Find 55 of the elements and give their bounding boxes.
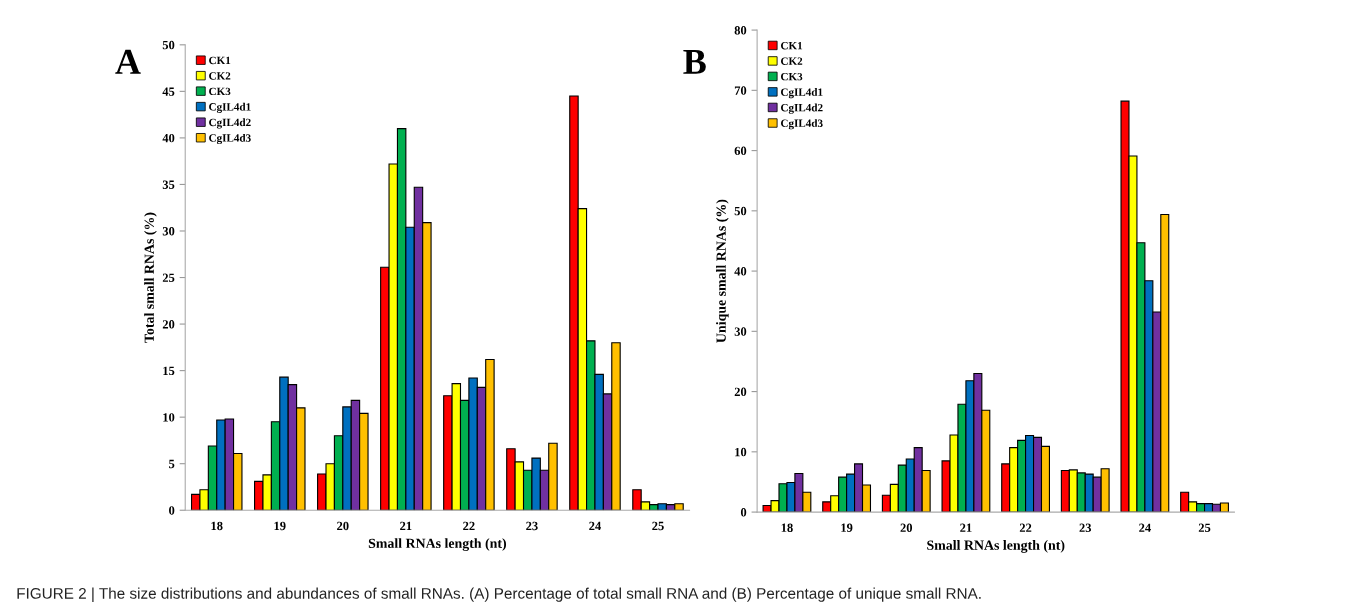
legend-label: CgIL4d3 xyxy=(781,119,823,130)
y-tick-label: 0 xyxy=(169,506,175,515)
legend-label: CK3 xyxy=(209,87,231,96)
x-tick-label: 24 xyxy=(1139,523,1151,532)
annotation: B xyxy=(683,50,706,74)
y-tick-label: 25 xyxy=(162,273,175,282)
y-axis-title: Unique small RNAs (%) xyxy=(716,199,729,343)
y-tick-label: 40 xyxy=(734,267,747,276)
legend-label: CK1 xyxy=(209,56,231,65)
y-tick-label: 20 xyxy=(734,387,747,397)
x-tick-label: 23 xyxy=(1079,523,1092,532)
x-tick-label: 21 xyxy=(400,521,412,531)
x-tick-label: 23 xyxy=(526,521,538,531)
text: A xyxy=(115,49,141,74)
x-tick-label: 25 xyxy=(1198,523,1211,532)
x-tick-label: 20 xyxy=(900,523,913,532)
x-tick-label: 18 xyxy=(211,521,223,531)
legend-label: CgIL4d2 xyxy=(781,103,823,114)
legend-label: CK1 xyxy=(781,41,803,50)
y-tick-label: 0 xyxy=(740,508,747,517)
legend-label: CK3 xyxy=(781,72,803,81)
x-tick-label: 25 xyxy=(652,521,664,531)
y-tick-label: 45 xyxy=(162,87,175,96)
y-tick-label: 35 xyxy=(162,180,175,189)
x-tick-label: 21 xyxy=(960,523,972,532)
y-axis-title: Total small RNAs (%) xyxy=(144,212,157,343)
legend-label: CgIL4d3 xyxy=(209,133,251,145)
x-axis-title: Small RNAs length (nt) xyxy=(927,540,1065,553)
y-tick-label: 80 xyxy=(734,26,747,35)
y-tick-label: 40 xyxy=(162,133,175,143)
x-tick-label: 20 xyxy=(337,521,349,531)
y-tick-label: 20 xyxy=(162,320,175,329)
x-tick-label: 22 xyxy=(463,521,475,531)
legend-label: CgIL4d1 xyxy=(209,102,251,113)
x-tick-label: 24 xyxy=(589,521,601,531)
x-tick-label: 19 xyxy=(274,521,286,531)
y-tick-label: 60 xyxy=(734,146,747,156)
legend-label: CgIL4d1 xyxy=(781,88,823,99)
legend-label: CgIL4d2 xyxy=(209,118,251,129)
y-tick-label: 10 xyxy=(163,413,175,422)
legend-label: CK2 xyxy=(781,57,803,65)
y-tick-label: 10 xyxy=(735,447,747,457)
y-tick-label: 30 xyxy=(734,327,747,336)
x-tick-label: 18 xyxy=(781,523,793,532)
y-tick-label: 50 xyxy=(734,206,747,216)
y-tick-label: 5 xyxy=(169,459,175,469)
y-tick-label: 50 xyxy=(162,40,175,50)
y-tick-label: 70 xyxy=(734,86,747,95)
legend-label: CK2 xyxy=(209,72,231,80)
y-tick-label: 30 xyxy=(162,227,175,236)
y-tick-label: 15 xyxy=(163,366,175,376)
x-tick-label: 19 xyxy=(841,523,853,532)
caption: FIGURE 2 | The size distributions and abundances of small RNAs. (A) Percentage of total small RNA and (B) Percentage of unique small RNA. xyxy=(17,587,981,602)
x-tick-label: 22 xyxy=(1019,523,1032,532)
x-axis-title: Small RNAs length (nt) xyxy=(368,538,507,551)
